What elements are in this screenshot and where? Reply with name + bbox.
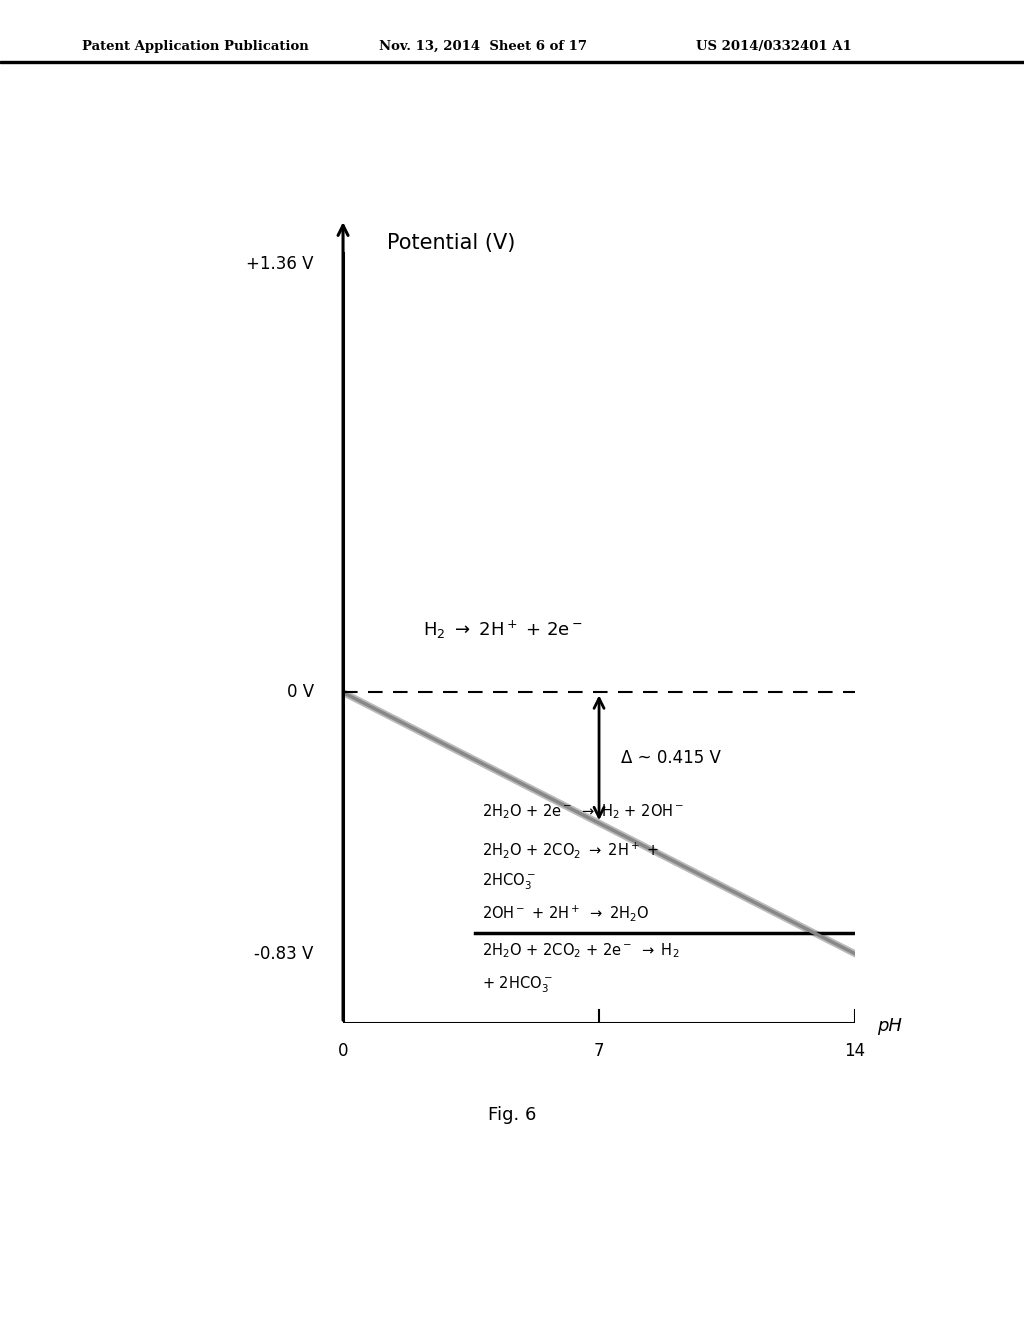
Text: Patent Application Publication: Patent Application Publication <box>82 40 308 53</box>
Text: + 2HCO$_3^-$: + 2HCO$_3^-$ <box>482 975 553 995</box>
Text: H$_2$ $\rightarrow$ 2H$^+$ + 2e$^-$: H$_2$ $\rightarrow$ 2H$^+$ + 2e$^-$ <box>424 618 584 640</box>
Text: Fig. 6: Fig. 6 <box>487 1106 537 1125</box>
Text: 14: 14 <box>845 1041 865 1060</box>
Text: +1.36 V: +1.36 V <box>247 255 313 273</box>
Text: 7: 7 <box>594 1041 604 1060</box>
Text: 2H$_2$O + 2CO$_2$ $\rightarrow$ 2H$^+$ +: 2H$_2$O + 2CO$_2$ $\rightarrow$ 2H$^+$ + <box>482 840 658 859</box>
Text: -0.83 V: -0.83 V <box>254 945 313 962</box>
Text: US 2014/0332401 A1: US 2014/0332401 A1 <box>696 40 852 53</box>
Text: 2OH$^-$ + 2H$^+$ $\rightarrow$ 2H$_2$O: 2OH$^-$ + 2H$^+$ $\rightarrow$ 2H$_2$O <box>482 903 649 923</box>
Text: pH: pH <box>877 1018 902 1035</box>
Text: Potential (V): Potential (V) <box>387 234 515 253</box>
Text: 2H$_2$O + 2CO$_2$ + 2e$^-$ $\rightarrow$ H$_2$: 2H$_2$O + 2CO$_2$ + 2e$^-$ $\rightarrow$… <box>482 941 680 960</box>
Text: 0: 0 <box>338 1041 348 1060</box>
Text: 2HCO$_3^-$: 2HCO$_3^-$ <box>482 871 536 891</box>
Text: 0 V: 0 V <box>287 684 313 701</box>
Text: Δ ~ 0.415 V: Δ ~ 0.415 V <box>621 748 721 767</box>
Text: 2H$_2$O + 2e$^-$ $\rightarrow$ H$_2$ + 2OH$^-$: 2H$_2$O + 2e$^-$ $\rightarrow$ H$_2$ + 2… <box>482 803 684 821</box>
Text: Nov. 13, 2014  Sheet 6 of 17: Nov. 13, 2014 Sheet 6 of 17 <box>379 40 587 53</box>
